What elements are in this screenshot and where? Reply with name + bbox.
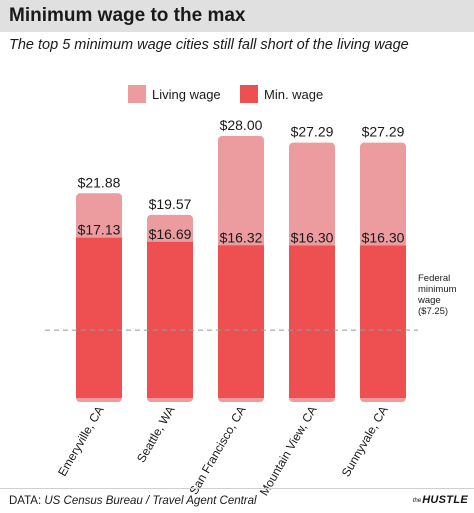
x-tick-label: Seattle, WA bbox=[134, 404, 178, 465]
hustle-logo: theHUSTLE bbox=[413, 494, 468, 506]
living-wage-value-label: $28.00 bbox=[220, 117, 263, 133]
footer-divider bbox=[0, 488, 474, 489]
chart-title: Minimum wage to the max bbox=[9, 5, 246, 26]
living-wage-value-label: $27.29 bbox=[362, 124, 405, 140]
min-wage-value-label: $17.13 bbox=[78, 222, 121, 238]
x-tick-label: San Francisco, CA bbox=[186, 404, 248, 498]
logo-name: HUSTLE bbox=[422, 494, 468, 506]
legend-label-living-wage: Living wage bbox=[152, 87, 221, 102]
min-wage-value-label: $16.30 bbox=[291, 229, 334, 245]
logo-the: the bbox=[412, 498, 422, 504]
title-bar bbox=[0, 0, 474, 32]
bar-min-wage bbox=[218, 245, 264, 398]
chart-subtitle: The top 5 minimum wage cities still fall… bbox=[9, 37, 409, 53]
x-tick-label: Sunnyvale, CA bbox=[339, 404, 391, 480]
min-wage-value-label: $16.30 bbox=[362, 229, 405, 245]
min-wage-value-label: $16.69 bbox=[149, 226, 192, 242]
legend-swatch-living-wage bbox=[128, 85, 146, 103]
legend-label-min-wage: Min. wage bbox=[264, 87, 323, 102]
living-wage-value-label: $19.57 bbox=[149, 196, 192, 212]
bar-min-wage bbox=[76, 237, 122, 398]
federal-minimum-wage-label: minimum bbox=[418, 284, 457, 295]
data-source-prefix: DATA: bbox=[9, 495, 42, 507]
data-source: DATA: US Census Bureau / Travel Agent Ce… bbox=[9, 495, 257, 507]
bar-min-wage bbox=[147, 241, 193, 398]
living-wage-value-label: $21.88 bbox=[78, 174, 121, 190]
federal-minimum-wage-label: Federal bbox=[418, 273, 450, 284]
bar-min-wage bbox=[289, 245, 335, 398]
federal-minimum-wage-label: ($7.25) bbox=[418, 306, 448, 317]
x-tick-label: Mountain View, CA bbox=[257, 404, 320, 499]
living-wage-value-label: $27.29 bbox=[291, 124, 334, 140]
federal-minimum-wage-label: wage bbox=[417, 295, 441, 306]
data-source-text: US Census Bureau / Travel Agent Central bbox=[44, 495, 257, 507]
x-tick-label: Emeryville, CA bbox=[55, 404, 106, 479]
legend-swatch-min-wage bbox=[240, 85, 258, 103]
bar-min-wage bbox=[360, 245, 406, 398]
min-wage-value-label: $16.32 bbox=[220, 229, 263, 245]
